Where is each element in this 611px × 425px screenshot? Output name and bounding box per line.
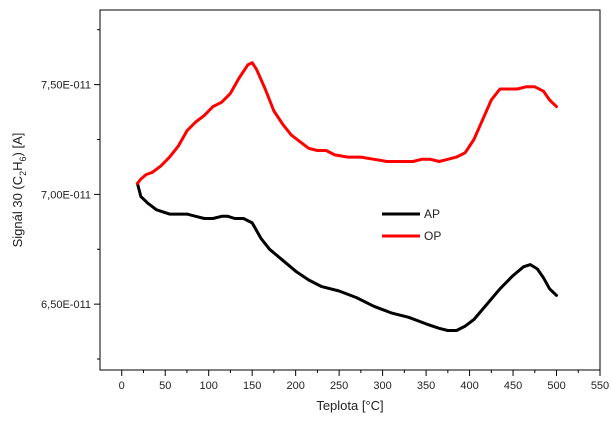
- x-tick-label: 300: [373, 380, 391, 392]
- x-tick-label: 0: [119, 380, 125, 392]
- x-tick-label: 100: [200, 380, 218, 392]
- legend: AP OP: [382, 207, 441, 243]
- x-tick-label: 500: [547, 380, 565, 392]
- y-tick-label: 7,00E-011: [41, 189, 91, 201]
- legend-label-ap: AP: [424, 207, 440, 221]
- y-tick-label: 6,50E-011: [41, 299, 91, 311]
- x-tick-label: 550: [591, 380, 609, 392]
- x-tick-label: 150: [243, 380, 261, 392]
- x-tick-label: 50: [159, 380, 171, 392]
- x-tick-label: 250: [330, 380, 348, 392]
- series-line-ap: [135, 181, 558, 332]
- x-tick-label: 400: [460, 380, 478, 392]
- x-tick-label: 350: [417, 380, 435, 392]
- plot-area: [99, 9, 601, 371]
- x-tick-label: 200: [286, 380, 304, 392]
- y-axis-title: Signál 30 (C2H6) [A]: [10, 133, 28, 248]
- series-line-op: [135, 61, 558, 185]
- y-tick-label: 7,50E-011: [41, 80, 91, 92]
- x-tick-label: 450: [504, 380, 522, 392]
- legend-label-op: OP: [424, 229, 441, 243]
- series-layer: [135, 61, 558, 332]
- ticks-layer: 0 50 100 150 200 250 300 350 400 450 500 550 6,50E-0…: [41, 29, 609, 392]
- x-axis-title: Teplota [°C]: [316, 398, 383, 413]
